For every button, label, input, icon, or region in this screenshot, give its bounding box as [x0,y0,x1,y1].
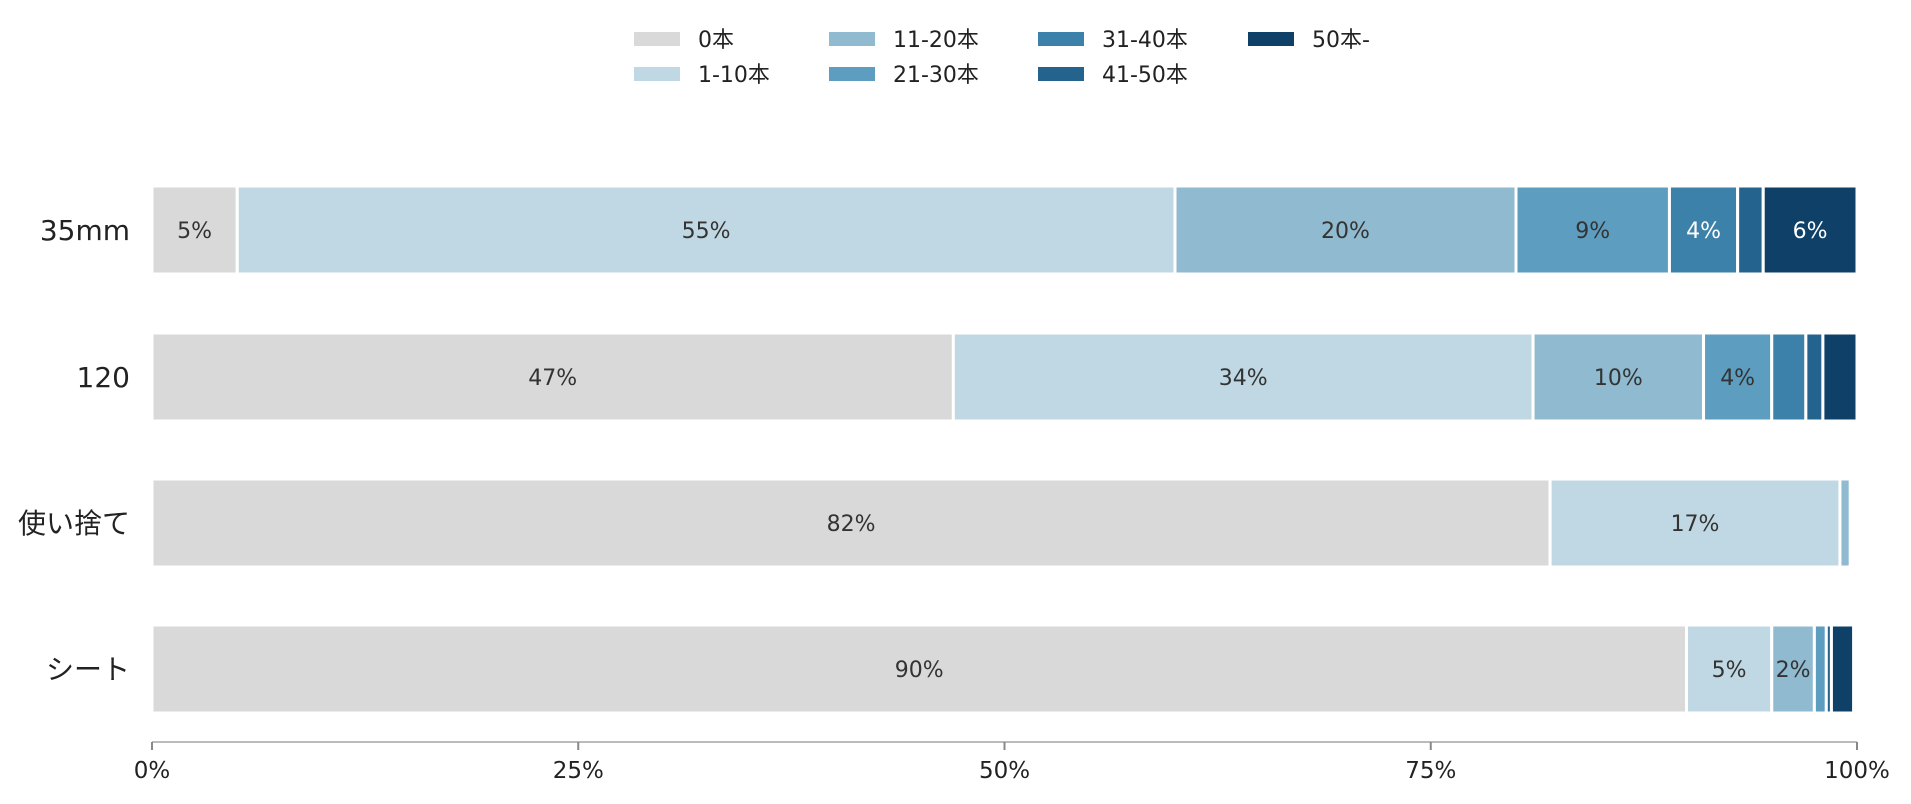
legend-swatch-2 [634,67,680,81]
data-label-4-1: 90% [895,658,944,683]
legend-swatch-6 [1038,67,1084,81]
bar-segment-2-7 [1821,331,1859,423]
legend-swatch-4 [829,67,875,81]
data-label-1-5: 4% [1686,219,1721,244]
legend-label-7: 50本- [1312,28,1370,53]
bar-segment-2-6 [1804,331,1825,423]
data-label-2-3: 10% [1594,366,1643,391]
category-label-3: 使い捨て [18,507,130,540]
data-label-1-1: 5% [177,219,212,244]
legend-label-3: 11-20本 [893,28,979,53]
bar-segment-1-1 [150,184,239,276]
legend-swatch-1 [634,32,680,46]
bar-segment-1-3 [1173,184,1518,276]
bar-segment-2-5 [1770,331,1808,423]
bar-segment-3-3 [1838,477,1852,569]
plot-area: 35mm 5% 55% 20% 9% 4% 6% 120 47% 34% 10% 4% 使い捨て 82% 1… [18,184,1859,715]
bar-segment-2-2 [951,331,1535,423]
bar-segment-4-7 [1829,623,1856,715]
data-label-2-4: 4% [1720,366,1755,391]
data-label-2-1: 47% [528,366,577,391]
data-label-2-2: 34% [1219,366,1268,391]
bar-segment-1-2 [235,184,1177,276]
category-label-1: 35mm [40,214,130,247]
data-label-1-4: 9% [1575,219,1610,244]
bar-segment-2-1 [150,331,955,423]
data-label-4-2: 5% [1712,658,1747,683]
legend-label-2: 1-10本 [698,63,770,88]
legend-label-6: 41-50本 [1102,63,1188,88]
bar-segment-4-4 [1812,623,1828,715]
x-tick-label-1: 0% [134,758,171,784]
bar-segment-4-2 [1685,623,1774,715]
legend-label-5: 31-40本 [1102,28,1188,53]
legend-swatch-7 [1248,32,1294,46]
data-label-1-7: 6% [1793,219,1828,244]
bar-segment-3-2 [1548,477,1842,569]
data-label-3-1: 82% [827,512,876,537]
bar-segment-2-4 [1702,331,1774,423]
legend-label-1: 0本 [698,28,734,53]
bar-segment-2-3 [1531,331,1706,423]
bar-segment-1-6 [1736,184,1765,276]
legend-label-4: 21-30本 [893,63,979,88]
x-tick-label-2: 25% [553,758,604,784]
x-tick-label-5: 100% [1824,758,1890,784]
bar-segment-4-1 [150,623,1688,715]
data-label-3-2: 17% [1671,512,1720,537]
x-tick-label-4: 75% [1405,758,1456,784]
x-tick-label-3: 50% [979,758,1030,784]
data-label-1-3: 20% [1321,219,1370,244]
x-axis: 0% 25% 50% 75% 100% [134,741,1890,784]
category-label-2: 120 [77,361,130,394]
bar-segment-1-5 [1667,184,1740,276]
legend: 0本 1-10本 11-20本 21-30本 31-40本 41-50本 50本- [634,28,1370,88]
legend-swatch-3 [829,32,875,46]
legend-swatch-5 [1038,32,1084,46]
data-label-4-3: 2% [1776,658,1811,683]
data-label-1-2: 55% [682,219,731,244]
category-label-4: シート [46,653,130,686]
bar-segment-1-7 [1761,184,1859,276]
